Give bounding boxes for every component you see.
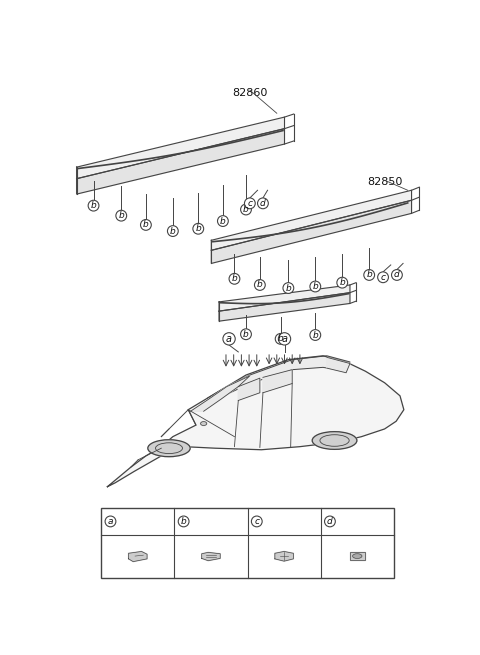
Polygon shape: [219, 293, 350, 321]
Bar: [349, 552, 365, 560]
Polygon shape: [263, 369, 292, 393]
Polygon shape: [202, 552, 220, 561]
Text: 86593A: 86593A: [193, 517, 231, 526]
Circle shape: [141, 219, 151, 231]
Circle shape: [223, 333, 235, 345]
Text: b: b: [286, 284, 291, 293]
Text: b: b: [195, 224, 201, 233]
Text: 82850: 82850: [367, 177, 402, 187]
Ellipse shape: [353, 553, 362, 558]
Circle shape: [240, 204, 252, 215]
Polygon shape: [191, 376, 250, 411]
Text: 82860: 82860: [232, 88, 267, 98]
Circle shape: [229, 273, 240, 284]
Text: 86725C: 86725C: [120, 520, 155, 529]
Bar: [349, 552, 365, 560]
Text: b: b: [278, 334, 284, 343]
Text: c: c: [254, 517, 259, 526]
Text: b: b: [143, 220, 149, 229]
Circle shape: [244, 198, 255, 209]
Text: b: b: [181, 517, 187, 526]
Bar: [101, 508, 394, 578]
Polygon shape: [219, 285, 350, 311]
Polygon shape: [77, 117, 285, 179]
Circle shape: [217, 215, 228, 227]
Circle shape: [88, 200, 99, 211]
Text: b: b: [366, 271, 372, 280]
Text: b: b: [170, 227, 176, 236]
Text: c: c: [381, 272, 385, 282]
Text: b: b: [91, 201, 96, 210]
Text: b: b: [312, 282, 318, 291]
Circle shape: [178, 516, 189, 527]
Polygon shape: [108, 356, 404, 487]
Text: b: b: [231, 274, 237, 284]
Text: 86593B: 86593B: [266, 517, 304, 526]
Text: c: c: [247, 199, 252, 208]
Text: 87219B: 87219B: [339, 514, 374, 523]
Text: b: b: [339, 278, 345, 287]
Text: a: a: [226, 334, 232, 344]
Text: b: b: [119, 211, 124, 220]
Circle shape: [193, 223, 204, 234]
Polygon shape: [207, 356, 350, 406]
Circle shape: [116, 210, 127, 221]
Ellipse shape: [148, 440, 190, 457]
Text: b: b: [243, 205, 249, 214]
Circle shape: [324, 516, 336, 527]
Text: d: d: [327, 517, 333, 526]
Circle shape: [168, 226, 178, 236]
Text: d: d: [260, 199, 266, 208]
Circle shape: [258, 198, 268, 209]
Text: a: a: [281, 334, 288, 344]
Polygon shape: [238, 378, 260, 400]
Circle shape: [275, 333, 286, 345]
Text: b: b: [257, 280, 263, 290]
Polygon shape: [77, 128, 285, 194]
Circle shape: [254, 280, 265, 290]
Circle shape: [310, 329, 321, 341]
Circle shape: [337, 277, 348, 288]
Circle shape: [105, 516, 116, 527]
Text: b: b: [312, 331, 318, 339]
Text: b: b: [220, 217, 226, 225]
Circle shape: [278, 333, 291, 345]
Circle shape: [240, 329, 252, 340]
Circle shape: [310, 281, 321, 292]
Polygon shape: [211, 200, 411, 263]
Circle shape: [392, 270, 402, 280]
Polygon shape: [327, 358, 350, 373]
Text: d: d: [394, 271, 400, 280]
Circle shape: [283, 283, 294, 293]
Polygon shape: [211, 190, 411, 250]
Ellipse shape: [201, 422, 207, 426]
Circle shape: [378, 272, 388, 283]
Text: a: a: [108, 517, 113, 526]
Circle shape: [252, 516, 262, 527]
Polygon shape: [129, 552, 147, 561]
Polygon shape: [275, 552, 293, 561]
Text: 87229B: 87229B: [339, 520, 374, 529]
Circle shape: [364, 270, 374, 280]
Text: 86725B: 86725B: [120, 514, 155, 523]
Ellipse shape: [312, 432, 357, 449]
Text: b: b: [243, 329, 249, 339]
